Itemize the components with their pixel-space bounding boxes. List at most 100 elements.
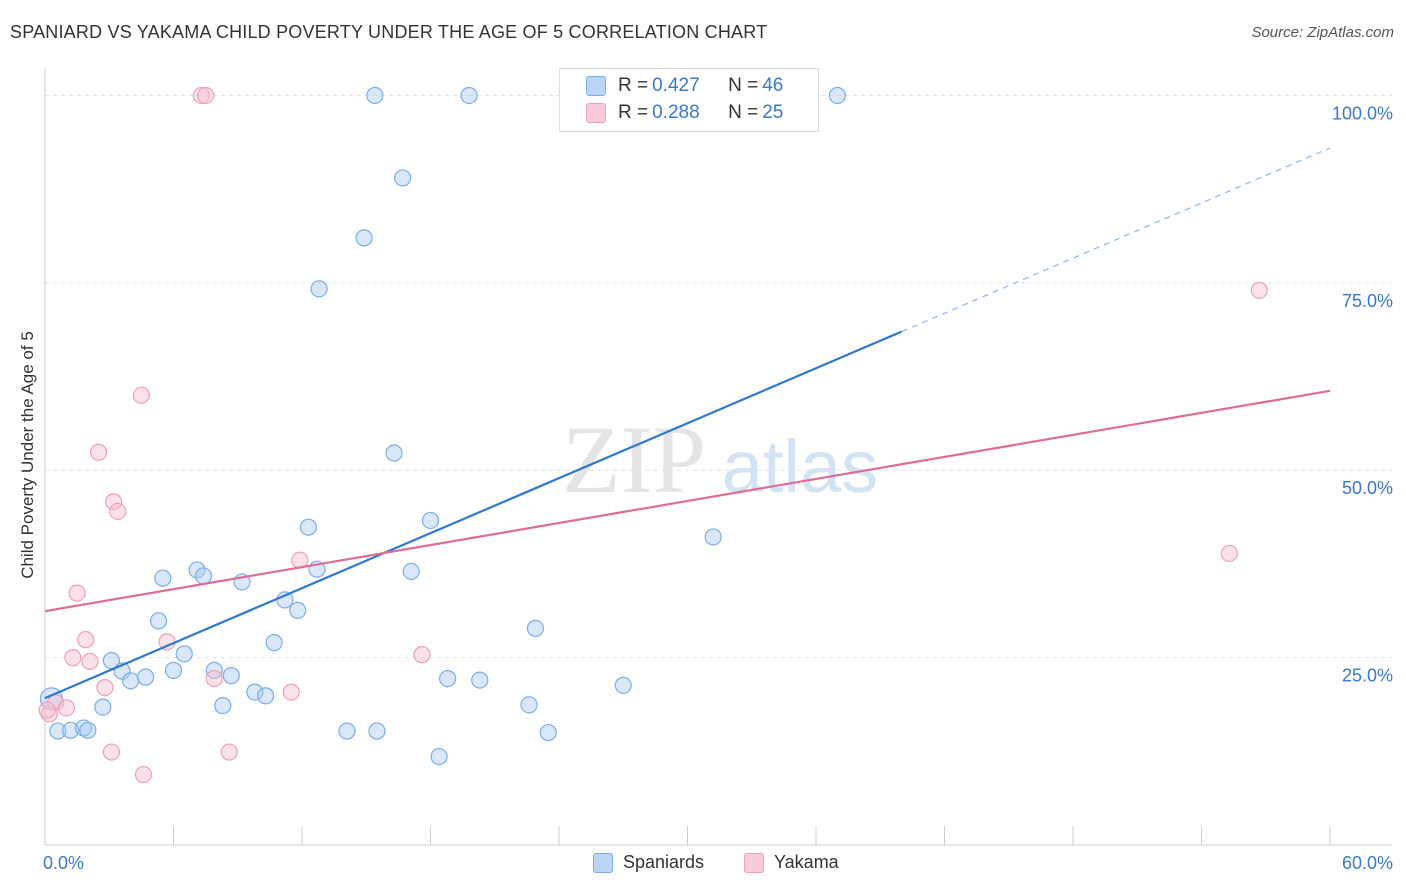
r-label: R = [618,75,649,96]
yakama-point [205,670,223,688]
spaniards-point [222,667,240,685]
legend-item-spaniards: Spaniards [593,852,704,873]
spaniards-point [539,723,557,742]
spaniards-point [526,619,545,637]
spaniards-point [79,721,97,739]
legend-row-spaniards: R = 0.427 N = 46 [586,74,783,98]
spaniards-point [439,670,457,688]
spaniards-point [614,676,632,694]
spaniards-point [299,518,318,536]
n-label: N = [728,102,759,123]
spaniards-point [154,569,172,587]
y-tick-label: 75.0% [1342,291,1393,311]
y-axis-label: Child Poverty Under the Age of 5 [18,331,37,579]
yakama-point [57,699,76,717]
y-tick-label: 50.0% [1342,478,1393,498]
spaniards-point [94,698,112,716]
yakama-point [282,683,300,701]
chart-title: SPANIARD VS YAKAMA CHILD POVERTY UNDER T… [10,22,768,42]
spaniards-trend-line [44,330,903,700]
legend-label-yakama: Yakama [774,852,839,872]
tick-labels: 25.0% 50.0% 75.0% 100.0% 0.0% 60.0% [43,103,1393,873]
regression-lines [44,147,1331,700]
spaniards-point [265,634,283,652]
yakama-point [96,678,114,697]
yakama-point [64,649,82,667]
spaniards-trend-extension [901,147,1331,333]
spaniards-point [355,229,373,247]
yakama-swatch [744,852,764,873]
yakama-point [77,631,95,649]
yakama-point [1220,544,1238,563]
spaniards-point [122,672,140,690]
spaniards-point [520,696,538,714]
spaniards-point [289,601,307,619]
n-value: 46 [762,75,784,96]
source-label: Source: ZipAtlas.com [1251,24,1394,41]
spaniards-point [338,722,356,740]
spaniards-point [310,280,328,298]
spaniards-swatch [593,852,613,873]
y-tick-label: 25.0% [1342,666,1393,686]
yakama-point [220,743,238,761]
correlation-legend: R = 0.427 N = 46 R = 0.288 N = 25 [559,68,819,132]
spaniards-point [394,169,412,187]
spaniards-point [149,612,168,630]
spaniards-point [246,683,264,701]
yakama-trend-line [44,389,1331,613]
spaniards-point [164,661,183,679]
yakama-point [413,646,431,664]
spaniards-point [402,562,420,581]
yakama-swatch [586,103,606,123]
yakama-point [104,493,123,511]
spaniards-point [137,668,155,686]
spaniards-point [366,86,384,105]
spaniards-point [828,86,847,105]
spaniards-point [214,696,232,715]
spaniards-point [368,722,386,740]
r-value: 0.288 [652,102,700,123]
spaniards-point [430,747,448,766]
r-label: R = [618,102,649,123]
yakama-point [1250,281,1268,299]
yakama-point [192,86,210,105]
yakama-point [102,743,120,761]
watermark-zip: ZIP [562,406,706,513]
n-label: N = [728,75,759,96]
yakama-point [89,443,108,461]
legend-row-yakama: R = 0.288 N = 25 [586,101,783,125]
spaniards-point [188,561,206,579]
spaniards-swatch [586,76,606,96]
x-tick-label: 60.0% [1342,853,1393,873]
spaniards-point [704,528,722,546]
legend-label-spaniards: Spaniards [623,852,705,872]
series-legend: Spaniards Yakama [0,852,1406,876]
spaniards-point [62,721,80,739]
spaniards-point [256,687,275,705]
spaniards-point [385,444,403,462]
yakama-point [132,386,150,404]
yakama-point [81,652,99,670]
grid-layer [45,94,1392,659]
r-value: 0.427 [652,75,700,96]
yakama-point [68,584,86,602]
yakama-point [197,86,215,105]
yakama-point [134,765,153,784]
legend-item-yakama: Yakama [744,852,839,873]
axis-layer [44,68,1392,846]
yakama-point [38,701,56,719]
spaniards-point [421,511,440,530]
watermark: ZIP atlas [562,406,878,513]
watermark-atlas: atlas [722,425,878,508]
y-tick-label: 100.0% [1332,103,1393,123]
spaniards-point [49,722,67,740]
spaniards-point [460,86,478,105]
spaniards-point [194,567,213,585]
spaniards-point [471,671,489,689]
points-layer [38,86,1268,784]
yakama-point [109,502,127,521]
n-value: 25 [762,102,784,123]
spaniards-point [175,645,193,663]
x-tick-label: 0.0% [43,853,84,873]
